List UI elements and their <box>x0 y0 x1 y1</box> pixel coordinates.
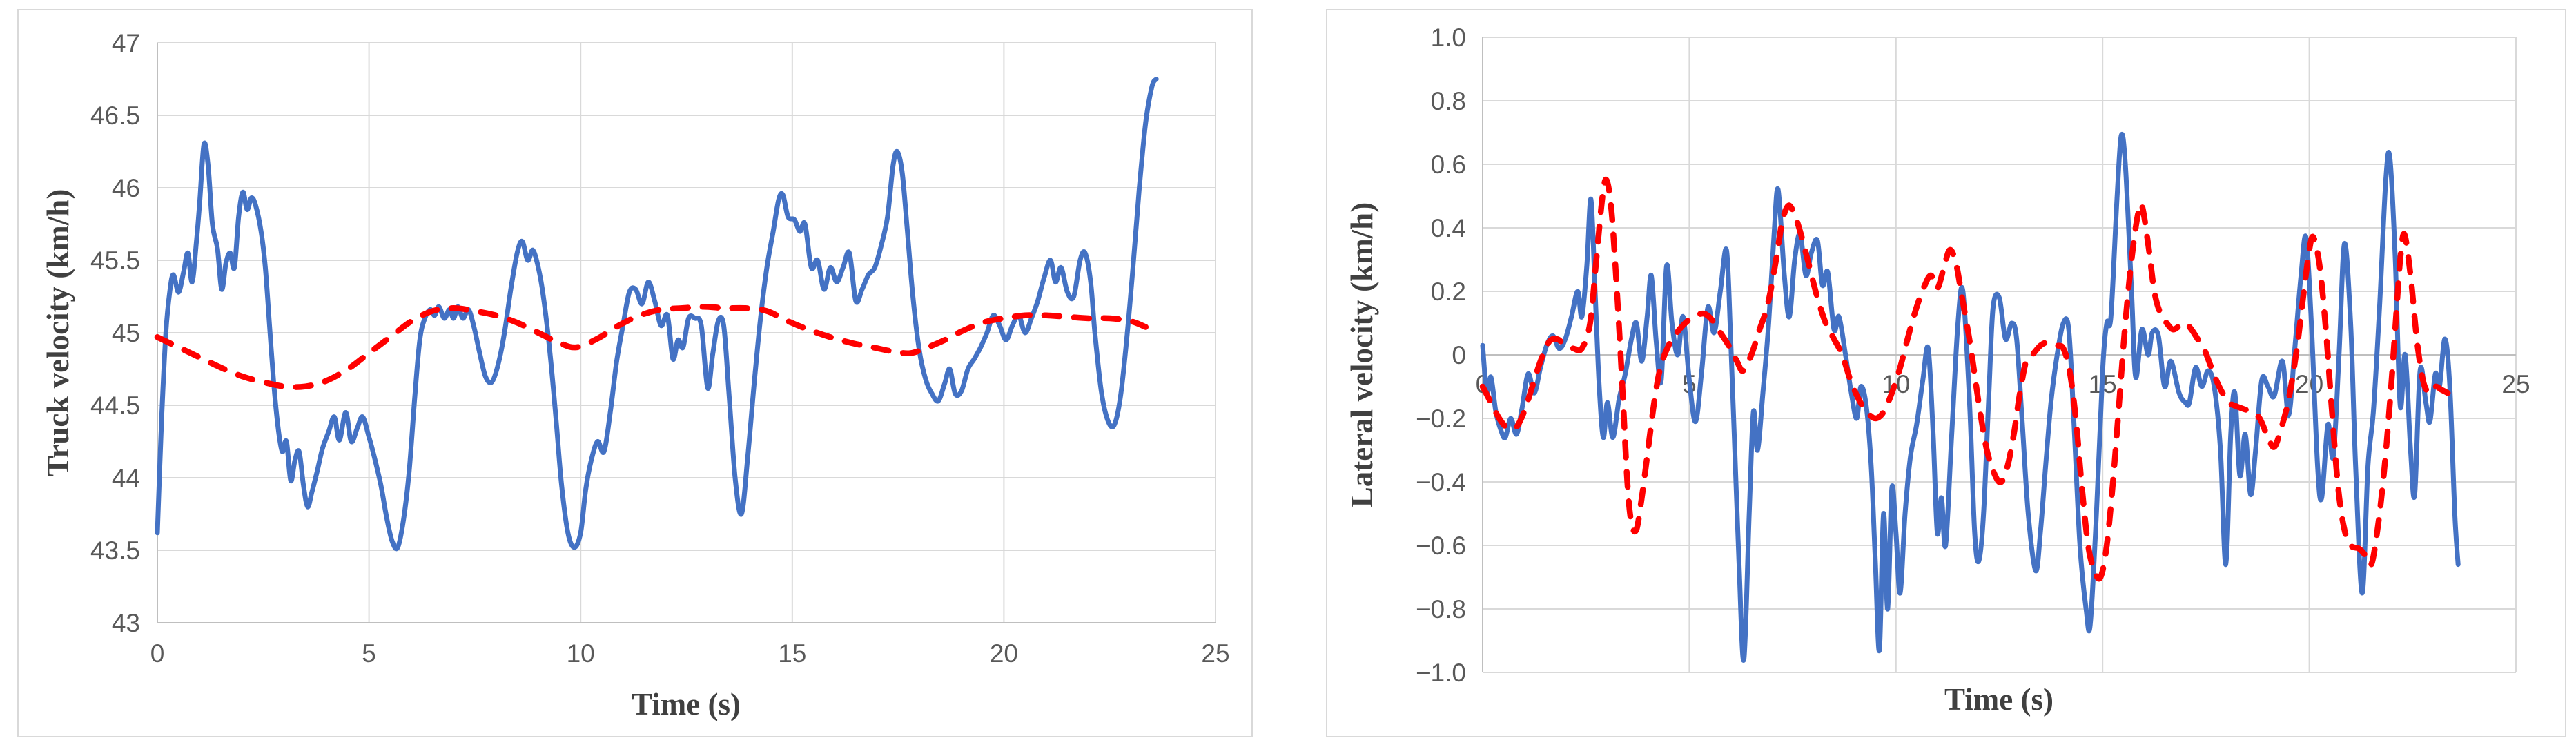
x-tick-label: 0 <box>150 639 165 668</box>
lateral-velocity-x-axis-title: Time (s) <box>1944 682 2053 717</box>
y-tick-label: −0.2 <box>1416 405 1466 433</box>
x-tick-label: 20 <box>2295 370 2323 398</box>
lateral-velocity-plot: 1.00.80.60.40.20−0.2−0.4−0.6−0.8−1.00 5 10… <box>1416 23 2530 687</box>
truck-velocity-x-axis-title: Time (s) <box>632 687 741 721</box>
lateral-velocity-chart-panel: 1.0 0.8 0.6 0.4 0.2 0 −0.2 −0.4 −0.6 −0.8 −1.0 0 5 10… <box>1326 9 2566 737</box>
y-tick-label: 0.4 <box>1431 214 1466 242</box>
y-tick-label: 1.0 <box>1431 23 1466 52</box>
y-tick-label: 44 <box>112 464 140 492</box>
y-tick-label: 44.5 <box>90 391 140 420</box>
x-tick-label: 5 <box>362 639 376 668</box>
x-tick-label: 10 <box>567 639 595 668</box>
x-tick-label: 25 <box>2501 370 2530 398</box>
series-line-blue-solid-series <box>155 77 1159 552</box>
y-tick-label: −0.4 <box>1416 468 1466 496</box>
y-tick-label: 45.5 <box>90 246 140 275</box>
series-line-blue-solid-series <box>1480 132 2461 663</box>
y-tick-label: −0.8 <box>1416 595 1466 623</box>
y-tick-label: −0.6 <box>1416 532 1466 560</box>
y-tick-label: 46.5 <box>90 101 140 130</box>
series-line-red-dashed-series <box>154 303 1149 390</box>
y-tick-label: 45 <box>112 319 140 347</box>
lateral-velocity-y-axis-title: Lateral velocity (km/h) <box>1345 202 1379 508</box>
x-tick-label: 15 <box>778 639 806 668</box>
y-tick-label: 0.2 <box>1431 278 1466 306</box>
x-tick-label: 25 <box>1201 639 1229 668</box>
y-tick-label: −1.0 <box>1416 659 1466 687</box>
y-tick-label: 47 <box>112 29 140 57</box>
y-tick-label: 0 <box>1452 341 1466 369</box>
truck-velocity-chart-panel: 47 46.5 46 45.5 45 44.5 44 43.5 43 0 5 10 15 20 25 Tru… <box>17 9 1253 737</box>
y-tick-label: 46 <box>112 174 140 202</box>
y-tick-label: 0.8 <box>1431 87 1466 115</box>
y-tick-label: 43.5 <box>90 536 140 565</box>
y-tick-label: 43 <box>112 609 140 637</box>
series-line-red-dashed-series <box>1479 176 2451 582</box>
truck-velocity-plot: 47 46.5 46 45.5 45 44.5 44 43.5 43 0 5 10 15 20 25 <box>90 29 1230 668</box>
x-tick-label: 20 <box>990 639 1018 668</box>
y-tick-label: 0.6 <box>1431 151 1466 179</box>
truck-velocity-y-axis-title: Truck velocity (km/h) <box>41 188 75 477</box>
